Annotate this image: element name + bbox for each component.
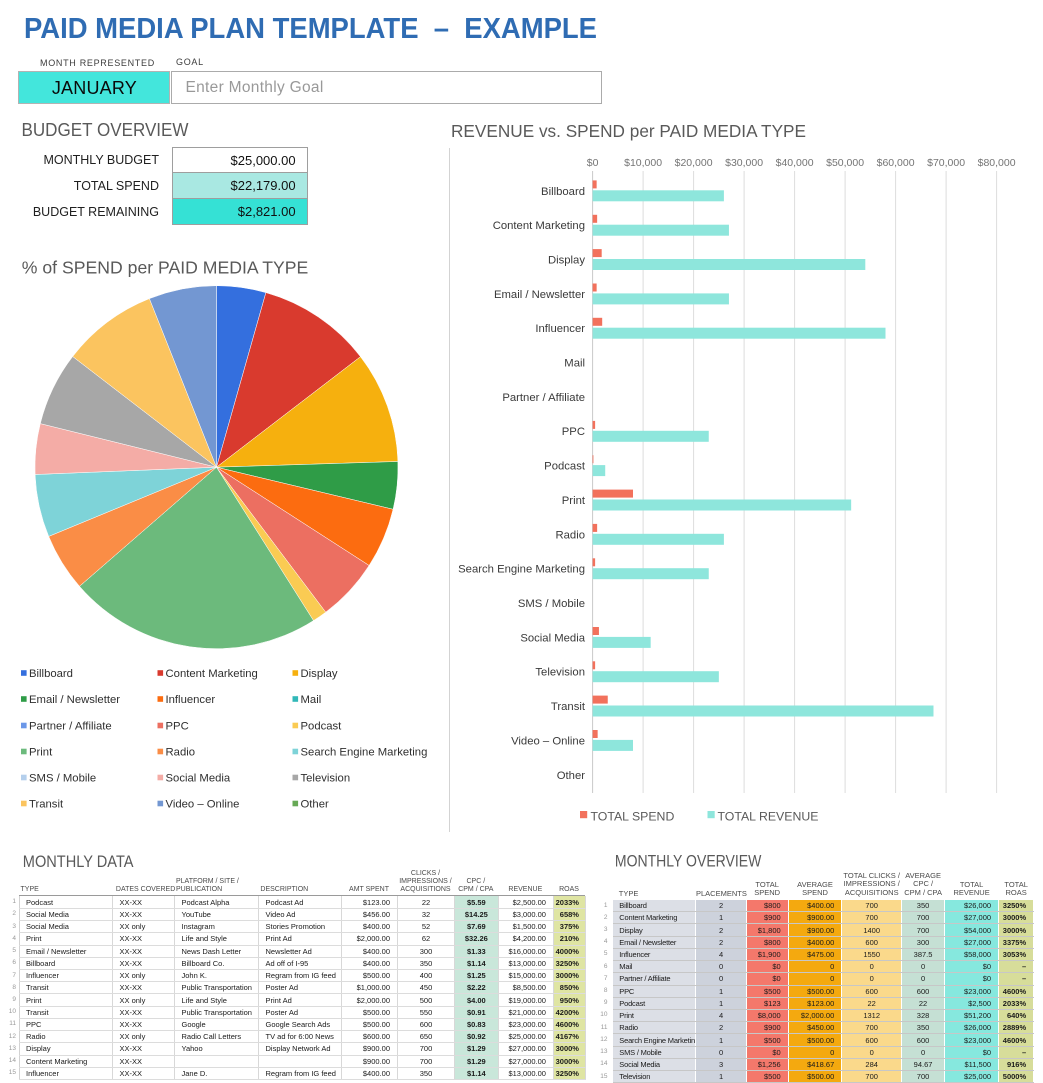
svg-text:$10,000: $10,000 bbox=[624, 157, 662, 169]
svg-text:Search Engine Marketing: Search Engine Marketing bbox=[458, 564, 585, 576]
svg-text:$60,000: $60,000 bbox=[877, 157, 915, 169]
svg-text:$40,000: $40,000 bbox=[776, 157, 814, 169]
svg-text:$30,000: $30,000 bbox=[725, 157, 763, 169]
svg-text:Podcast: Podcast bbox=[301, 721, 343, 733]
svg-text:Social Media: Social Media bbox=[166, 773, 231, 785]
svg-text:Partner / Affiliate: Partner / Affiliate bbox=[502, 392, 585, 404]
svg-text:Email / Newsletter: Email / Newsletter bbox=[29, 694, 120, 706]
svg-text:Billboard: Billboard bbox=[29, 668, 73, 680]
svg-text:Billboard: Billboard bbox=[541, 186, 585, 198]
svg-text:Other: Other bbox=[301, 799, 329, 811]
svg-text:PAID MEDIA PLAN TEMPLATE – E: PAID MEDIA PLAN TEMPLATE – EXAMPLE bbox=[24, 13, 597, 45]
svg-text:Television: Television bbox=[535, 667, 585, 679]
svg-text:SMS / Mobile: SMS / Mobile bbox=[29, 773, 96, 785]
svg-text:Mail: Mail bbox=[564, 358, 585, 370]
svg-text:Video – Online: Video – Online bbox=[166, 799, 240, 811]
svg-text:TOTAL SPEND: TOTAL SPEND bbox=[591, 810, 675, 824]
svg-text:Content Marketing: Content Marketing bbox=[493, 220, 585, 232]
svg-text:$0: $0 bbox=[587, 157, 599, 169]
svg-text:$70,000: $70,000 bbox=[927, 157, 965, 169]
svg-text:Video – Online: Video – Online bbox=[511, 735, 585, 747]
svg-text:Podcast: Podcast bbox=[544, 461, 586, 473]
svg-text:Television: Television bbox=[301, 773, 351, 785]
svg-text:Email / Newsletter: Email / Newsletter bbox=[494, 289, 585, 301]
svg-text:PPC: PPC bbox=[562, 426, 585, 438]
svg-text:Influencer: Influencer bbox=[535, 323, 585, 335]
svg-text:Search Engine Marketing: Search Engine Marketing bbox=[301, 747, 428, 759]
svg-text:Print: Print bbox=[29, 747, 53, 759]
svg-text:SMS / Mobile: SMS / Mobile bbox=[518, 598, 585, 610]
svg-text:Display: Display bbox=[548, 255, 585, 267]
svg-text:Transit: Transit bbox=[551, 701, 586, 713]
svg-text:Radio: Radio bbox=[166, 747, 196, 759]
svg-text:Radio: Radio bbox=[555, 529, 585, 541]
svg-text:BUDGET OVERVIEW: BUDGET OVERVIEW bbox=[22, 120, 189, 140]
svg-text:Partner / Affiliate: Partner / Affiliate bbox=[29, 721, 112, 733]
svg-text:REVENUE vs. SPEND per PAID MED: REVENUE vs. SPEND per PAID MEDIA TYPE bbox=[451, 121, 806, 141]
svg-text:PPC: PPC bbox=[166, 721, 189, 733]
svg-text:Print: Print bbox=[562, 495, 586, 507]
svg-text:MONTHLY OVERVIEW: MONTHLY OVERVIEW bbox=[615, 851, 762, 870]
svg-text:Influencer: Influencer bbox=[166, 694, 216, 706]
svg-text:Other: Other bbox=[557, 770, 585, 782]
svg-text:$50,000: $50,000 bbox=[826, 157, 864, 169]
svg-text:TOTAL REVENUE: TOTAL REVENUE bbox=[718, 810, 819, 824]
svg-text:Display: Display bbox=[301, 668, 338, 680]
svg-text:MONTHLY DATA: MONTHLY DATA bbox=[23, 852, 134, 871]
svg-text:Mail: Mail bbox=[301, 694, 322, 706]
svg-text:$80,000: $80,000 bbox=[978, 157, 1016, 169]
svg-text:Content Marketing: Content Marketing bbox=[166, 668, 258, 680]
svg-text:% of SPEND per PAID MEDIA TYPE: % of SPEND per PAID MEDIA TYPE bbox=[22, 258, 309, 278]
svg-text:$20,000: $20,000 bbox=[675, 157, 713, 169]
svg-text:Social Media: Social Media bbox=[520, 632, 585, 644]
svg-text:Transit: Transit bbox=[29, 799, 64, 811]
